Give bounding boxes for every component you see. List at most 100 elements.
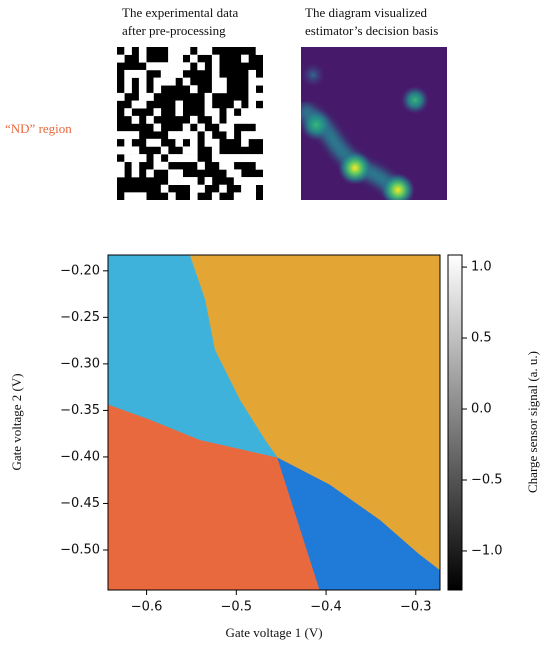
x-tick-label: −0.3 [400,600,432,615]
pixel [153,108,162,117]
pixel [241,184,249,193]
pixel [248,115,256,124]
pixel [124,138,132,147]
y-tick-label: −0.30 [60,356,100,371]
pixel [255,92,264,101]
pixel [241,138,249,147]
pixel [168,177,176,185]
pixel [204,138,213,147]
pixel [190,54,198,63]
pixel [160,77,169,86]
pixel [248,69,256,78]
pixel [211,115,220,124]
y-tick-label: −0.20 [60,263,100,278]
caption: The diagram visualized [305,5,428,20]
pixel [255,131,264,140]
pixel [211,146,220,155]
pixel [248,177,256,185]
pixel [226,161,235,170]
pixel [190,115,198,124]
pixel [190,177,198,185]
y-tick-label: −0.35 [60,403,100,418]
pixel [197,47,205,55]
pixel [211,108,220,117]
pixel [190,184,198,193]
pixel [146,92,154,101]
pixel [124,131,132,140]
caption: estimator’s decision basis [305,23,438,38]
pixel [241,192,249,201]
pixel [124,192,132,201]
pixel [124,69,132,78]
pixel [124,77,132,86]
pixel [131,161,140,170]
pixel [168,54,176,63]
pixel [160,62,169,71]
pixel [160,146,169,155]
pixel [248,154,256,163]
plot [107,254,441,591]
pixel [219,85,227,94]
x-tick-label: −0.4 [310,600,342,615]
pixel [175,54,183,63]
pixel [226,115,235,124]
pixel [241,115,249,124]
pixel [175,177,183,185]
y-tick-label: −0.50 [60,542,100,557]
pixel [175,47,183,55]
pixel [124,85,132,94]
pixel [255,123,264,132]
y-tick-label: −0.40 [60,449,100,464]
pixel [248,131,256,140]
pixel [190,131,198,140]
pixel [190,192,198,201]
pixel [160,161,169,170]
pixel [160,69,169,78]
pixel [153,62,162,71]
region-label: “ND” region [5,121,72,136]
pixel [117,169,125,178]
pixel [153,138,162,147]
pixel [175,169,183,178]
x-tick-label: −0.5 [221,600,253,615]
pixel [138,77,147,86]
pixel [146,62,154,71]
pixel [175,131,183,140]
pixel [175,138,183,147]
pixel [153,154,162,163]
pixel [175,100,183,109]
pixel [211,138,220,147]
x-tick-label: −0.6 [131,600,163,615]
pixel [182,154,191,163]
pixel [233,192,242,201]
colorbar-tick-label: 0.0 [471,402,492,417]
pixel [248,192,256,201]
pixel [255,115,264,124]
colorbar [447,254,463,591]
pixel [190,146,198,155]
colorbar-tick-label: −1.0 [471,543,503,558]
pixel [168,77,176,86]
pixel [168,69,176,78]
plot-frame [107,254,441,591]
pixel [175,108,183,117]
pixel [190,85,198,94]
colorbar-tick-label: −0.5 [471,472,503,487]
pixel [131,131,140,140]
pixel [182,77,191,86]
pixel [131,69,140,78]
pixel [131,154,140,163]
pixel [131,115,140,124]
pixel [153,77,162,86]
pixel [168,62,176,71]
pixel [190,154,198,163]
pixel [204,131,213,140]
binary-image [117,47,264,201]
pixel [211,192,220,201]
pixel [219,77,227,86]
pixel [182,131,191,140]
pixel [131,169,140,178]
pixel [182,123,191,132]
pixel [117,54,125,63]
pixel [138,154,147,163]
